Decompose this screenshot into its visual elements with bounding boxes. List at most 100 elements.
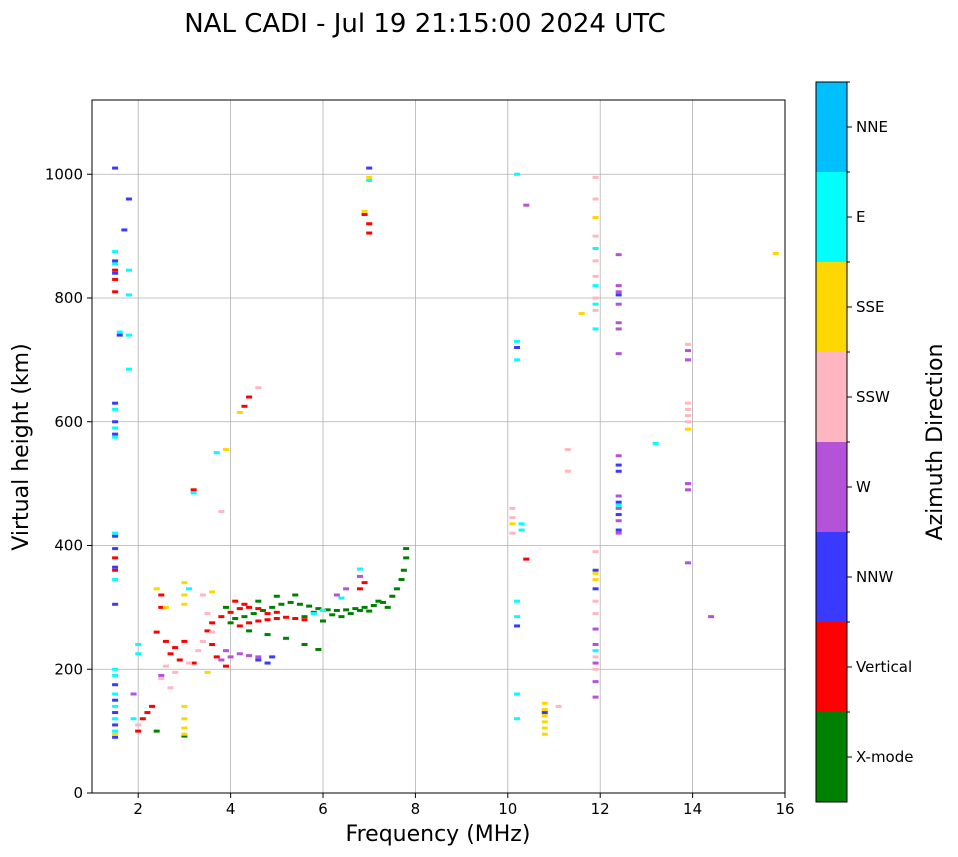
echo-point-sse <box>541 701 548 705</box>
echo-point-ssw <box>509 506 516 510</box>
echo-point-nnw <box>615 528 622 532</box>
echo-point-e <box>514 717 521 721</box>
echo-point-w <box>130 692 137 696</box>
echo-point-vertical <box>366 222 373 226</box>
echo-point-ssw <box>592 308 599 312</box>
echo-point-nnw <box>112 735 119 739</box>
echo-point-sse <box>112 732 119 736</box>
echo-point-sse <box>181 726 188 730</box>
echo-point-vertical <box>241 404 248 408</box>
echo-point-e <box>518 528 525 532</box>
echo-point-x-mode <box>250 612 257 616</box>
echo-point-ssw <box>509 516 516 520</box>
echo-point-e <box>310 612 317 616</box>
echo-point-vertical <box>361 581 368 585</box>
echo-point-e <box>125 268 132 272</box>
echo-point-x-mode <box>181 734 188 738</box>
echo-point-vertical <box>255 607 262 611</box>
echo-point-e <box>112 426 119 430</box>
echo-point-x-mode <box>389 594 396 598</box>
x-tick-label: 12 <box>591 800 610 818</box>
echo-point-x-mode <box>352 607 359 611</box>
echo-point-x-mode <box>384 605 391 609</box>
colorbar-tick-label: E <box>856 208 865 226</box>
echo-point-x-mode <box>315 607 322 611</box>
echo-point-sse <box>684 427 691 431</box>
x-tick-label: 14 <box>683 800 702 818</box>
echo-point-vertical <box>236 624 243 628</box>
echo-point-vertical <box>135 729 142 733</box>
echo-point-w <box>592 643 599 646</box>
echo-point-e <box>514 692 521 696</box>
echo-point-w <box>592 661 599 665</box>
echo-point-ssw <box>204 612 211 616</box>
echo-point-x-mode <box>153 729 160 733</box>
echo-point-w <box>615 454 622 458</box>
echo-point-vertical <box>167 652 174 656</box>
echo-point-w <box>684 488 691 492</box>
y-axis-ticks: 0 200 400 600 800 1000 <box>45 165 92 802</box>
x-tick-label: 6 <box>318 800 328 818</box>
echo-point-nnw <box>615 293 622 297</box>
echo-point-vertical <box>176 658 183 662</box>
echo-point-sse <box>204 670 211 674</box>
echo-point-sse <box>509 522 516 526</box>
echo-point-vertical <box>153 630 160 634</box>
echo-point-e <box>592 649 599 653</box>
echo-point-w <box>684 358 691 362</box>
echo-point-ssw <box>209 630 216 634</box>
echo-point-sse <box>361 209 368 213</box>
echo-point-e <box>592 284 599 288</box>
echo-point-w <box>615 494 622 498</box>
echo-point-e <box>130 717 137 721</box>
echo-point-e <box>514 358 521 362</box>
colorbar-swatch <box>816 712 847 802</box>
echo-point-vertical <box>301 618 308 622</box>
colorbar: X-mode Vertical NNW W SSW SSE E NNE <box>815 81 913 803</box>
echo-point-e <box>112 704 119 708</box>
echo-point-nnw <box>112 271 119 275</box>
echo-point-sse <box>592 216 599 220</box>
echo-point-sse <box>181 704 188 708</box>
echo-point-vertical <box>172 646 179 650</box>
echo-point-sse <box>181 717 188 721</box>
echo-point-x-mode <box>292 593 299 597</box>
echo-point-e <box>125 333 132 337</box>
echo-point-e <box>592 302 599 306</box>
echo-point-x-mode <box>343 608 350 612</box>
echo-point-w <box>615 302 622 306</box>
echo-point-vertical <box>292 617 299 621</box>
echo-point-e <box>356 567 363 571</box>
echo-point-sse <box>541 732 548 736</box>
echo-point-ssw <box>684 420 691 424</box>
echo-point-ssw <box>195 649 202 653</box>
echo-point-ssw <box>684 407 691 411</box>
echo-point-x-mode <box>347 612 354 616</box>
echo-point-sse <box>578 311 585 315</box>
echo-point-w <box>222 649 229 653</box>
echo-point-ssw <box>158 677 165 681</box>
echo-point-vertical <box>209 643 216 646</box>
echo-point-ssw <box>684 414 691 418</box>
echo-point-w <box>158 673 165 677</box>
echo-point-w <box>615 352 622 356</box>
data-marks <box>112 166 779 739</box>
echo-point-vertical <box>523 557 530 561</box>
echo-point-x-mode <box>329 613 336 617</box>
echo-point-e <box>518 522 525 526</box>
echo-point-e <box>320 608 326 612</box>
echo-point-ssw <box>592 197 599 201</box>
echo-point-sse <box>162 605 169 609</box>
echo-point-x-mode <box>366 609 373 613</box>
echo-point-w <box>684 561 691 565</box>
echo-point-w <box>615 290 622 294</box>
colorbar-tick-label: W <box>856 478 871 496</box>
echo-point-vertical <box>366 231 373 235</box>
echo-point-e <box>615 503 622 507</box>
echo-point-nnw <box>615 513 622 517</box>
echo-point-x-mode <box>400 568 407 572</box>
colorbar-tick-label: NNE <box>856 118 888 136</box>
echo-point-nnw <box>112 711 119 715</box>
echo-point-ssw <box>255 386 262 390</box>
echo-point-w <box>333 593 340 597</box>
